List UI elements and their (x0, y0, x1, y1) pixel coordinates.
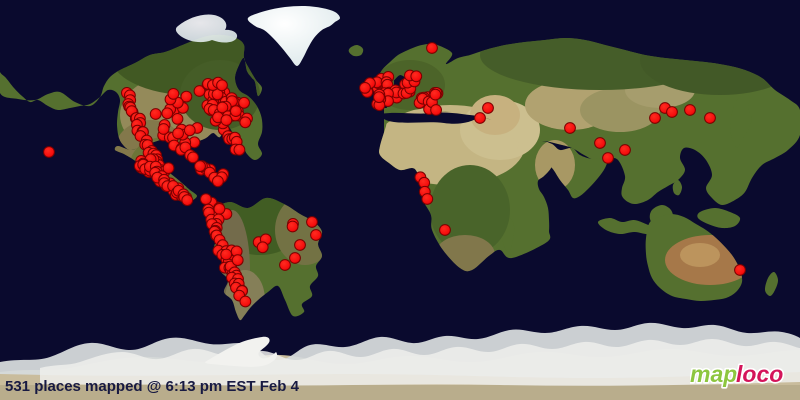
svg-text:map: map (690, 361, 737, 387)
svg-text:loco: loco (736, 361, 783, 387)
